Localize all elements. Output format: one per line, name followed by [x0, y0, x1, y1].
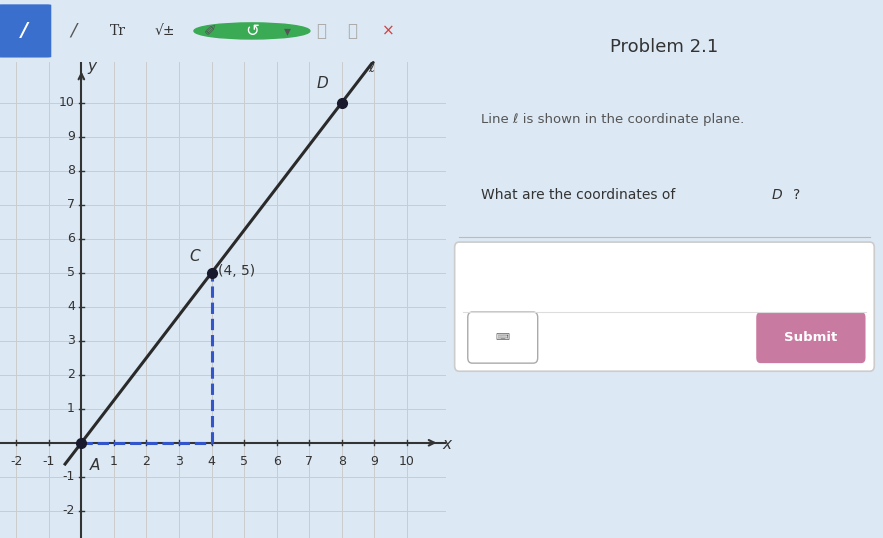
Text: 4: 4: [67, 300, 75, 313]
Text: 9: 9: [67, 130, 75, 143]
Text: x: x: [442, 437, 452, 452]
Text: y: y: [87, 59, 96, 74]
Text: What are the coordinates of: What are the coordinates of: [481, 188, 680, 202]
Text: 6: 6: [273, 455, 281, 468]
Text: D: D: [317, 76, 328, 91]
Text: 10: 10: [59, 96, 75, 109]
Text: D: D: [772, 188, 782, 202]
Text: C: C: [190, 249, 200, 264]
Text: -2: -2: [10, 455, 22, 468]
FancyBboxPatch shape: [756, 312, 865, 363]
Text: Tr: Tr: [110, 24, 126, 38]
Text: ⌣: ⌣: [347, 22, 358, 40]
Text: 5: 5: [67, 266, 75, 279]
Text: Line ℓ is shown in the coordinate plane.: Line ℓ is shown in the coordinate plane.: [481, 113, 744, 126]
Text: ⌣: ⌣: [316, 22, 326, 40]
FancyBboxPatch shape: [468, 312, 538, 363]
Text: ↺: ↺: [245, 22, 259, 40]
Text: -1: -1: [63, 470, 75, 483]
Text: ℓ: ℓ: [368, 60, 374, 75]
Text: 1: 1: [110, 455, 117, 468]
Text: ?: ?: [794, 188, 801, 202]
Text: 9: 9: [370, 455, 378, 468]
Text: ✐: ✐: [203, 24, 216, 38]
Text: Submit: Submit: [784, 331, 837, 344]
Text: -1: -1: [42, 455, 55, 468]
Text: 8: 8: [338, 455, 346, 468]
FancyBboxPatch shape: [0, 4, 51, 58]
Text: 8: 8: [67, 164, 75, 177]
Circle shape: [194, 23, 310, 39]
Text: ⌨: ⌨: [495, 332, 509, 342]
Text: -2: -2: [63, 504, 75, 518]
Text: ×: ×: [381, 24, 395, 38]
Text: 1: 1: [67, 402, 75, 415]
Text: 7: 7: [306, 455, 313, 468]
Text: 3: 3: [67, 334, 75, 347]
Text: /: /: [21, 22, 28, 40]
Text: (4, 5): (4, 5): [218, 264, 255, 278]
Text: Problem 2.1: Problem 2.1: [610, 38, 719, 55]
Text: A: A: [89, 458, 100, 473]
Text: 10: 10: [399, 455, 415, 468]
Text: /: /: [71, 22, 77, 40]
Text: 6: 6: [67, 232, 75, 245]
Text: 5: 5: [240, 455, 248, 468]
Text: 3: 3: [175, 455, 183, 468]
Text: 2: 2: [142, 455, 150, 468]
Text: 2: 2: [67, 368, 75, 381]
FancyBboxPatch shape: [455, 242, 874, 371]
Text: 7: 7: [67, 198, 75, 211]
Text: √±: √±: [155, 24, 175, 38]
Text: ▾: ▾: [284, 24, 291, 38]
Text: 4: 4: [208, 455, 215, 468]
